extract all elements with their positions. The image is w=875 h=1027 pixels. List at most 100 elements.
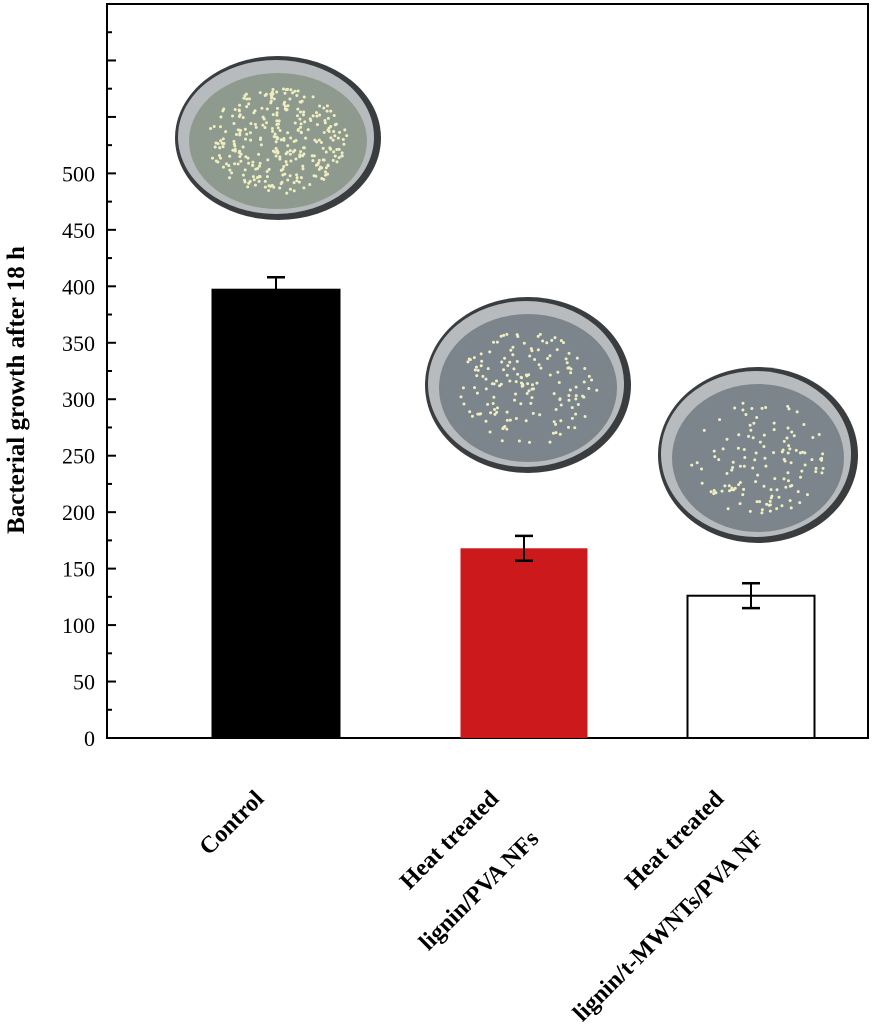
bacterial-colony (480, 359, 484, 363)
bacterial-colony (322, 158, 326, 162)
bacterial-colony (461, 386, 465, 390)
bacterial-colony (299, 130, 303, 134)
bacterial-colony (575, 356, 579, 360)
bacterial-colony (695, 461, 699, 465)
bacterial-colony (232, 139, 236, 143)
bacterial-colony (269, 92, 273, 96)
bacterial-colony (514, 392, 518, 396)
bacterial-colony (289, 88, 293, 92)
bacterial-colony (555, 348, 559, 352)
bacterial-colony (788, 499, 792, 503)
bacterial-colony (311, 95, 315, 99)
bacterial-colony (315, 114, 319, 118)
bacterial-colony (567, 351, 571, 355)
bacterial-colony (241, 145, 245, 149)
bacterial-colony (795, 410, 799, 414)
bacterial-colony (713, 455, 717, 459)
bacterial-colony (559, 419, 563, 423)
bacterial-colony (570, 406, 574, 410)
bacterial-colony (218, 146, 222, 150)
bacterial-colony (275, 90, 279, 94)
bacterial-colony (505, 418, 509, 422)
bacterial-colony (581, 394, 585, 398)
bacterial-colony (500, 360, 504, 364)
bacterial-colony (325, 109, 329, 113)
bacterial-colony (558, 432, 562, 436)
bacterial-colony (530, 387, 534, 391)
bacterial-colony (249, 138, 253, 142)
bacterial-colony (775, 488, 779, 492)
bacterial-colony (498, 384, 502, 388)
bacterial-colony (322, 177, 326, 181)
bacterial-colony (508, 360, 512, 364)
bacterial-colony (587, 374, 591, 378)
bacterial-colony (279, 138, 283, 142)
bacterial-colony (233, 108, 237, 112)
bacterial-colony (780, 504, 784, 508)
bacterial-colony (343, 128, 347, 132)
bacterial-colony (296, 127, 300, 131)
bacterial-colony (730, 468, 734, 472)
bacterial-colony (473, 386, 477, 390)
bacterial-colony (726, 507, 730, 511)
bacterial-colony (288, 152, 292, 156)
bacterial-colony (243, 168, 247, 172)
bacterial-colony (246, 156, 250, 160)
bacterial-colony (756, 473, 760, 477)
bacterial-colony (737, 483, 741, 487)
bacterial-colony (286, 144, 290, 148)
bacterial-colony (758, 500, 762, 504)
bacterial-colony (317, 138, 321, 142)
bacterial-colony (317, 159, 321, 163)
bacterial-colony (299, 100, 303, 104)
bacterial-colony (333, 134, 337, 138)
bacterial-colony (821, 452, 825, 456)
bacterial-colony (714, 491, 718, 495)
bacterial-colony (338, 130, 342, 134)
bacterial-colony (260, 106, 264, 110)
bacterial-colony (284, 160, 288, 164)
bacterial-colony (277, 119, 281, 123)
bacterial-colony (479, 364, 483, 368)
bacterial-colony (790, 430, 794, 434)
bacterial-colony (275, 111, 279, 115)
bacterial-colony (554, 408, 558, 412)
bacterial-colony (741, 493, 745, 497)
bacterial-colony (311, 114, 315, 118)
bacterial-colony (545, 341, 549, 345)
bacterial-colony (476, 368, 480, 372)
bacterial-colony (275, 106, 279, 110)
bacterial-colony (272, 97, 276, 101)
y-tick-label: 300 (62, 387, 95, 412)
bacterial-colony (256, 167, 260, 171)
bacterial-colony (762, 445, 766, 449)
bacterial-colony (515, 359, 519, 363)
bacterial-colony (213, 145, 217, 149)
bacterial-colony (253, 122, 257, 126)
bacterial-colony (315, 140, 319, 144)
bacterial-colony (690, 463, 694, 467)
bacterial-colony (525, 391, 529, 395)
bacterial-colony (238, 103, 242, 107)
bacterial-colony (265, 175, 269, 179)
bacterial-colony (302, 152, 306, 156)
bacterial-colony (312, 154, 316, 158)
bacterial-colony (486, 402, 490, 406)
bacterial-colony (528, 440, 532, 444)
bacterial-colony (742, 464, 746, 468)
bacterial-colony (787, 444, 791, 448)
bacterial-colony (559, 339, 563, 343)
bacterial-colony (314, 163, 318, 167)
bacterial-colony (820, 471, 824, 475)
bacterial-colony (550, 338, 554, 342)
bacterial-colony (323, 121, 327, 125)
bacterial-colony (267, 189, 271, 193)
bacterial-colony (234, 132, 238, 136)
bacterial-colony (275, 123, 279, 127)
bacterial-colony (502, 333, 506, 337)
bacterial-colony (221, 165, 225, 169)
bar-0 (211, 288, 341, 739)
bacterial-colony (475, 391, 479, 395)
bacterial-colony (292, 140, 296, 144)
bacterial-colony (554, 431, 558, 435)
